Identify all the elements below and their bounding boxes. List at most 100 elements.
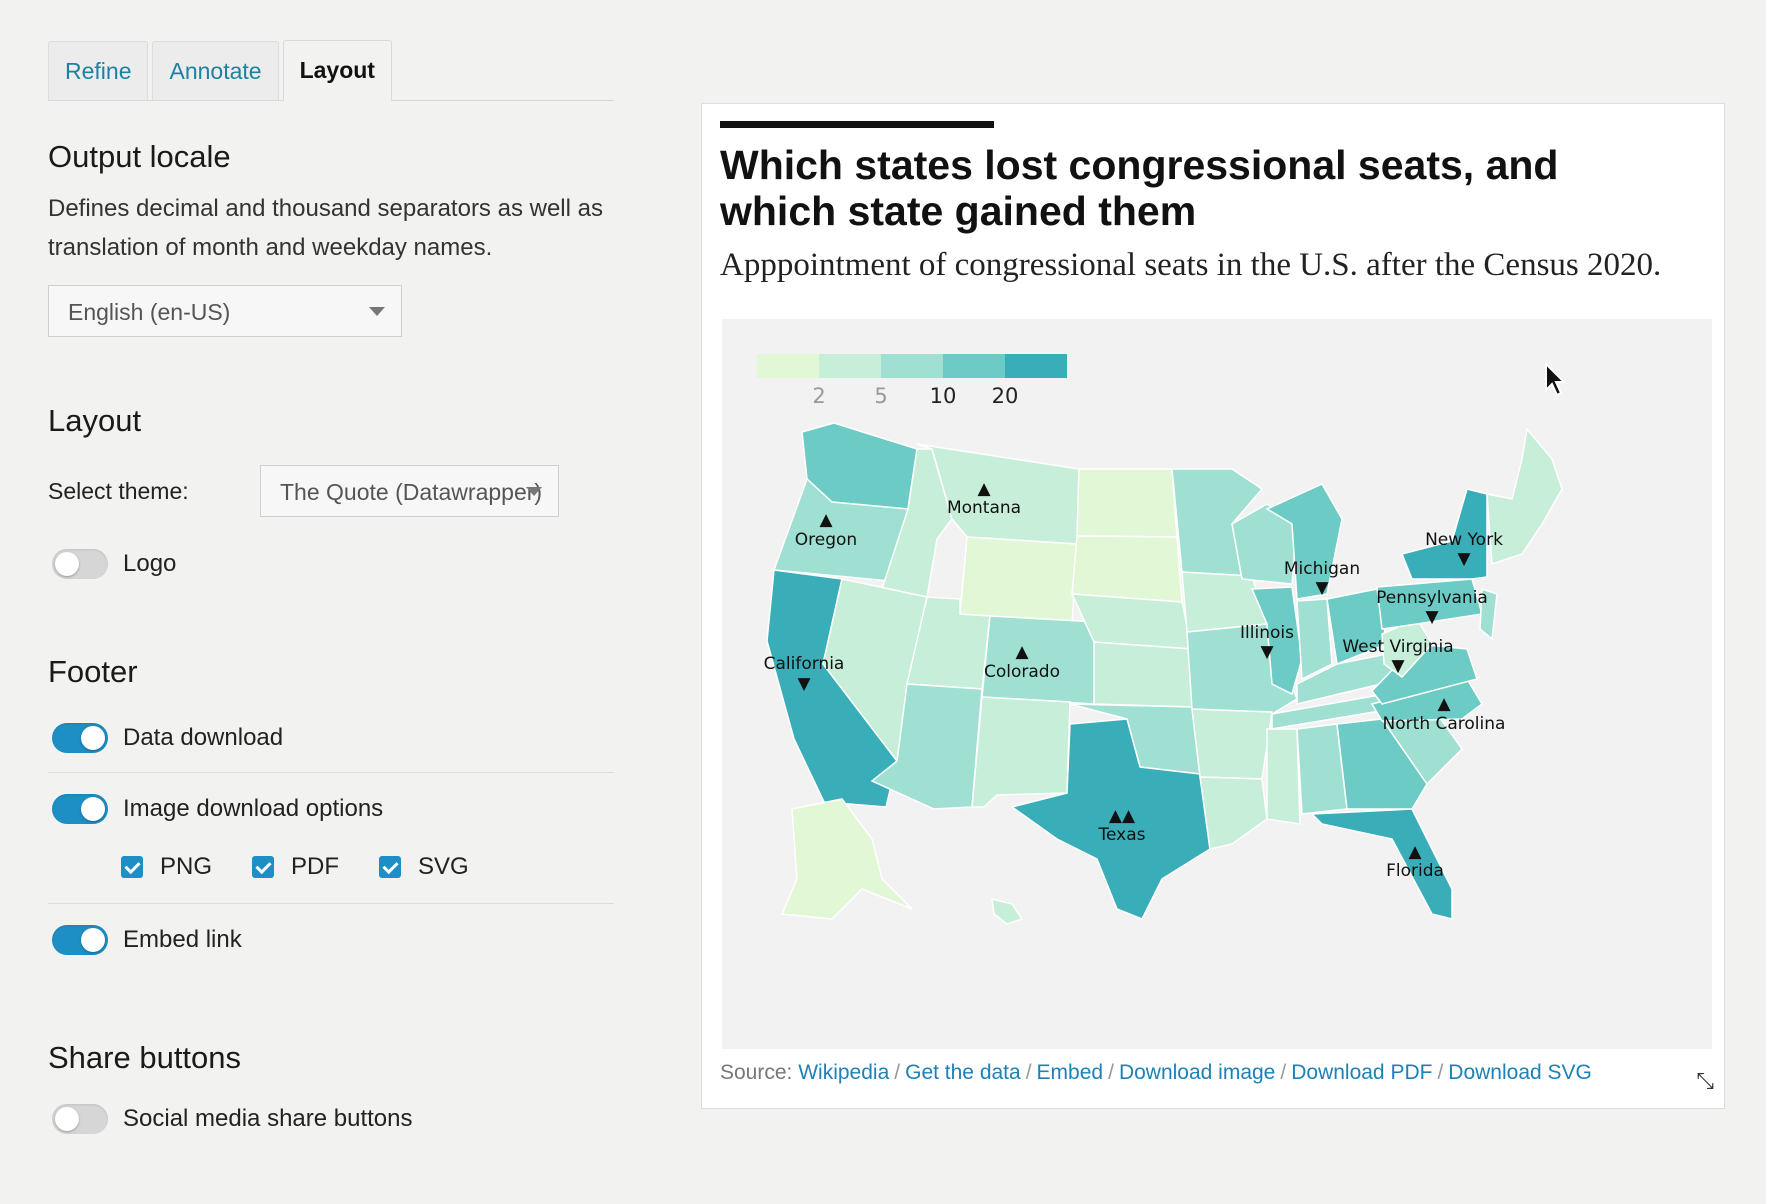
state-labels: ▲ Montana ▲ Oregon California ▼ ▲ Colora… xyxy=(764,479,1506,881)
theme-select-value: The Quote (Datawrapper) xyxy=(280,479,543,505)
label-montana: Montana xyxy=(947,498,1021,518)
legend-tick: 2 xyxy=(812,384,825,408)
footer-separator: / xyxy=(1108,1061,1114,1084)
marker-new-york: ▼ xyxy=(1457,549,1471,569)
chevron-down-icon xyxy=(526,487,542,496)
label-west-virginia: West Virginia xyxy=(1342,637,1453,657)
locale-select-value: English (en-US) xyxy=(68,299,231,325)
label-colorado: Colorado xyxy=(984,662,1060,682)
footer-separator: / xyxy=(894,1061,901,1084)
state-north-dakota[interactable] xyxy=(1076,468,1178,538)
state-hawaii[interactable] xyxy=(991,898,1024,925)
marker-colorado: ▲ xyxy=(1015,642,1029,662)
states xyxy=(766,422,1563,925)
locale-select[interactable]: English (en-US) xyxy=(48,285,402,337)
map-area: 2 5 10 20 xyxy=(722,319,1712,1049)
state-illinois[interactable] xyxy=(1250,586,1303,696)
marker-texas: ▲▲ xyxy=(1109,806,1136,826)
theme-select[interactable]: The Quote (Datawrapper) xyxy=(260,465,559,517)
social-share-toggle[interactable] xyxy=(52,1104,108,1134)
cursor-icon xyxy=(1545,362,1567,397)
state-kansas[interactable] xyxy=(1093,641,1193,708)
marker-california: ▼ xyxy=(797,674,811,694)
title-rule xyxy=(720,121,994,128)
legend-tick: 20 xyxy=(992,384,1019,408)
marker-north-carolina: ▲ xyxy=(1437,694,1451,714)
output-locale-description: Defines decimal and thousand separators … xyxy=(48,195,603,261)
legend-tick: 10 xyxy=(930,384,957,408)
pdf-label: PDF xyxy=(291,853,340,880)
png-checkbox[interactable] xyxy=(121,856,143,878)
data-download-label: Data download xyxy=(123,724,284,751)
divider xyxy=(48,903,614,904)
state-arkansas[interactable] xyxy=(1191,708,1273,780)
svg-checkbox[interactable] xyxy=(379,856,402,878)
state-pennsylvania[interactable] xyxy=(1376,578,1483,630)
legend-swatch xyxy=(1005,354,1067,378)
toggle-knob xyxy=(81,726,105,750)
label-michigan: Michigan xyxy=(1284,559,1360,579)
state-texas[interactable] xyxy=(1010,718,1211,920)
legend-swatch xyxy=(943,354,1005,378)
state-wyoming[interactable] xyxy=(959,536,1078,625)
footer-separator: / xyxy=(1280,1061,1287,1084)
footer-heading: Footer xyxy=(48,654,138,689)
embed-link-label: Embed link xyxy=(123,926,242,953)
tab-layout[interactable]: Layout xyxy=(282,40,392,101)
image-download-toggle[interactable] xyxy=(52,794,108,824)
download-pdf-link[interactable]: Download PDF xyxy=(1291,1061,1433,1084)
share-buttons-heading: Share buttons xyxy=(48,1040,242,1075)
state-louisiana[interactable] xyxy=(1199,776,1268,850)
logo-label: Logo xyxy=(123,550,177,577)
source-link[interactable]: Wikipedia xyxy=(798,1061,890,1084)
tab-annotate[interactable]: Annotate xyxy=(152,41,279,100)
state-indiana[interactable] xyxy=(1296,598,1333,681)
data-download-toggle[interactable] xyxy=(52,723,108,753)
label-pennsylvania: Pennsylvania xyxy=(1376,588,1488,608)
state-arizona[interactable] xyxy=(870,683,983,810)
get-data-link[interactable]: Get the data xyxy=(905,1061,1021,1084)
label-florida: Florida xyxy=(1386,861,1444,881)
download-svg-link[interactable]: Download SVG xyxy=(1448,1061,1592,1084)
state-georgia[interactable] xyxy=(1336,718,1428,810)
legend-swatch xyxy=(757,354,819,378)
pdf-checkbox[interactable] xyxy=(252,856,275,878)
state-new-jersey[interactable] xyxy=(1479,587,1498,641)
logo-toggle[interactable] xyxy=(52,549,108,579)
state-alaska[interactable] xyxy=(780,798,913,920)
state-mississippi[interactable] xyxy=(1266,728,1301,825)
chart-footer: Source: Wikipedia / Get the data / Embed / Dow… xyxy=(720,1061,1592,1085)
marker-pennsylvania: ▼ xyxy=(1425,607,1439,627)
state-new-york[interactable] xyxy=(1400,488,1488,580)
toggle-knob xyxy=(81,928,105,952)
output-locale-heading: Output locale xyxy=(48,139,231,174)
tab-bar: Refine Annotate Layout xyxy=(48,40,614,101)
state-michigan[interactable] xyxy=(1265,483,1343,600)
png-label: PNG xyxy=(160,853,213,880)
state-new-mexico[interactable] xyxy=(971,696,1071,808)
marker-montana: ▲ xyxy=(977,479,991,499)
state-florida[interactable] xyxy=(1310,808,1453,920)
embed-link-toggle[interactable] xyxy=(52,925,108,955)
legend: 2 5 10 20 xyxy=(757,354,1067,408)
source-label: Source: xyxy=(720,1061,793,1084)
label-north-carolina: North Carolina xyxy=(1383,714,1506,734)
resize-handle-icon[interactable]: ⤡ xyxy=(1696,1068,1714,1093)
state-colorado[interactable] xyxy=(981,615,1098,705)
us-map: 2 5 10 20 xyxy=(757,354,1563,925)
label-oregon: Oregon xyxy=(795,530,857,550)
label-illinois: Illinois xyxy=(1240,623,1294,643)
label-new-york: New York xyxy=(1425,530,1503,550)
state-new-england[interactable] xyxy=(1486,427,1563,566)
chart-preview: Which states lost congressional seats, a… xyxy=(701,103,1725,1109)
chevron-down-icon xyxy=(369,307,385,316)
chart-title: Which states lost congressional seats, a… xyxy=(720,142,1559,234)
tab-refine[interactable]: Refine xyxy=(48,41,149,100)
embed-link[interactable]: Embed xyxy=(1036,1061,1104,1084)
download-image-link[interactable]: Download image xyxy=(1118,1061,1276,1084)
footer-separator: / xyxy=(1025,1061,1032,1084)
state-south-dakota[interactable] xyxy=(1071,535,1183,603)
legend-tick: 5 xyxy=(874,384,887,408)
toggle-knob xyxy=(55,1107,79,1131)
marker-illinois: ▼ xyxy=(1260,642,1274,662)
